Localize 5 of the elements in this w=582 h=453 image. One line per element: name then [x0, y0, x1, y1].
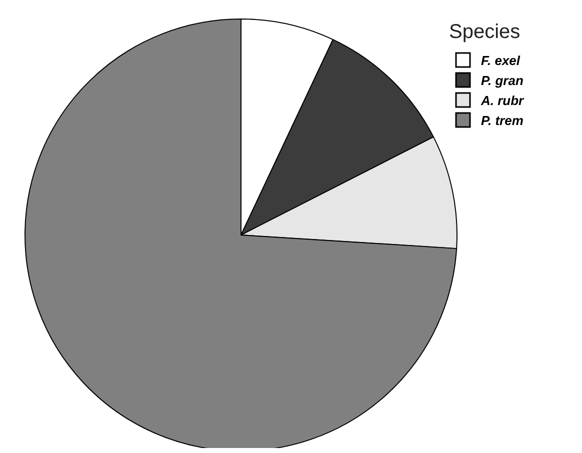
legend-title: Species: [449, 21, 522, 44]
legend-label: F. exel: [481, 52, 520, 68]
legend-label: P. gran: [481, 72, 524, 88]
legend-label: A. rubr: [481, 92, 524, 108]
legend-label: P. trem: [481, 112, 524, 128]
